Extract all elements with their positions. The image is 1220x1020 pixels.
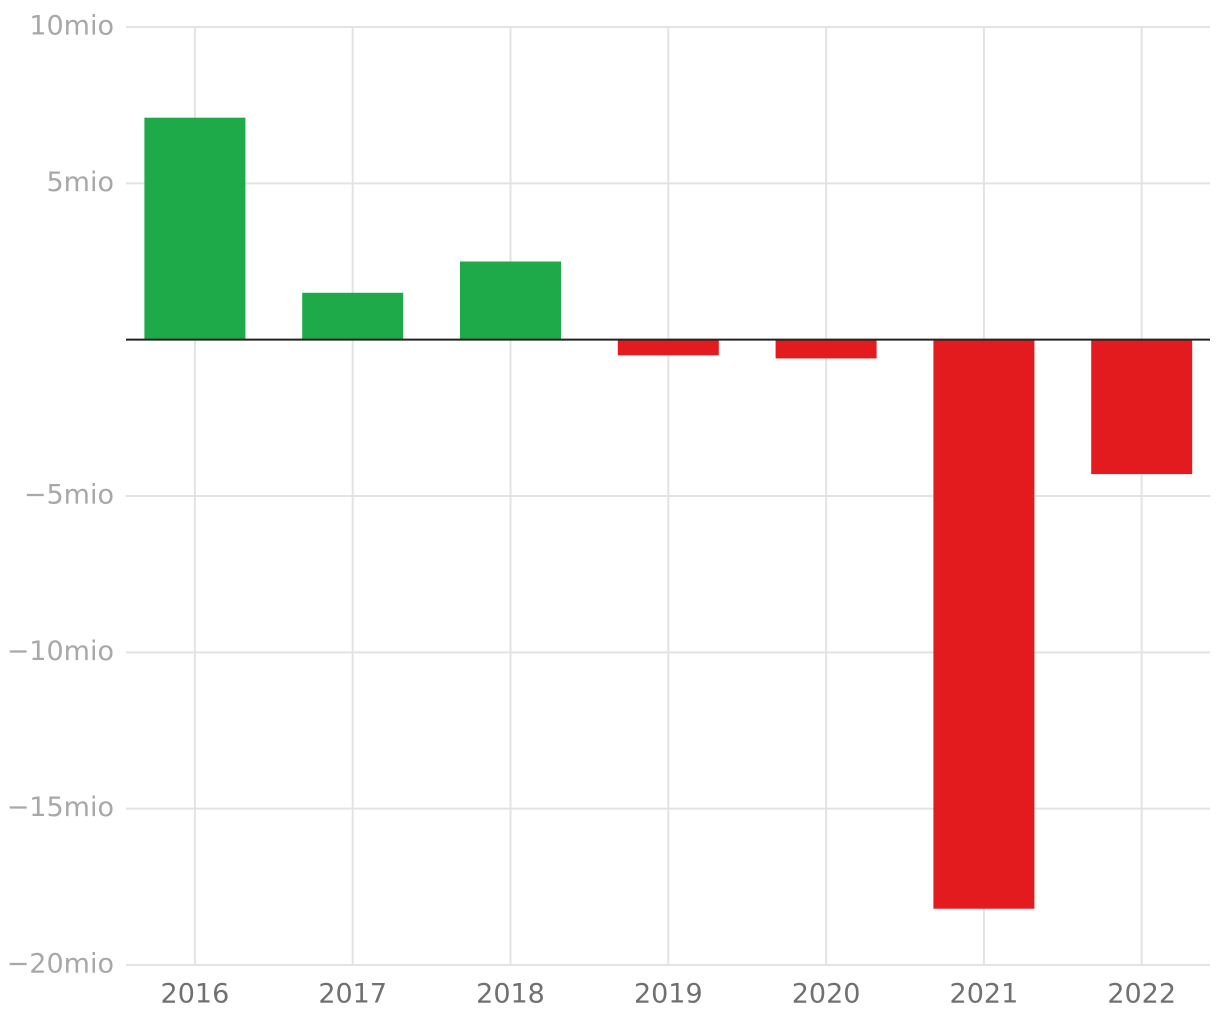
y-tick-label: 10mio — [29, 11, 114, 42]
x-tick-label: 2017 — [318, 979, 387, 1010]
x-tick-label: 2018 — [476, 979, 545, 1010]
x-tick-label: 2019 — [634, 979, 703, 1010]
y-tick-label: −10mio — [7, 636, 114, 667]
bar — [1091, 339, 1193, 475]
bar — [617, 339, 719, 356]
bar — [775, 339, 877, 359]
x-tick-label: 2016 — [161, 979, 230, 1010]
x-tick-label: 2021 — [950, 979, 1019, 1010]
y-tick-label: −20mio — [7, 949, 114, 980]
bar — [460, 261, 561, 340]
y-tick-label: −5mio — [24, 480, 114, 511]
bar — [144, 117, 246, 340]
bar — [302, 292, 404, 340]
x-tick-label: 2020 — [792, 979, 861, 1010]
x-tick-label: 2022 — [1107, 979, 1176, 1010]
y-tick-label: 5mio — [47, 167, 115, 198]
bar — [933, 339, 1035, 909]
y-tick-label: −15mio — [7, 792, 114, 823]
